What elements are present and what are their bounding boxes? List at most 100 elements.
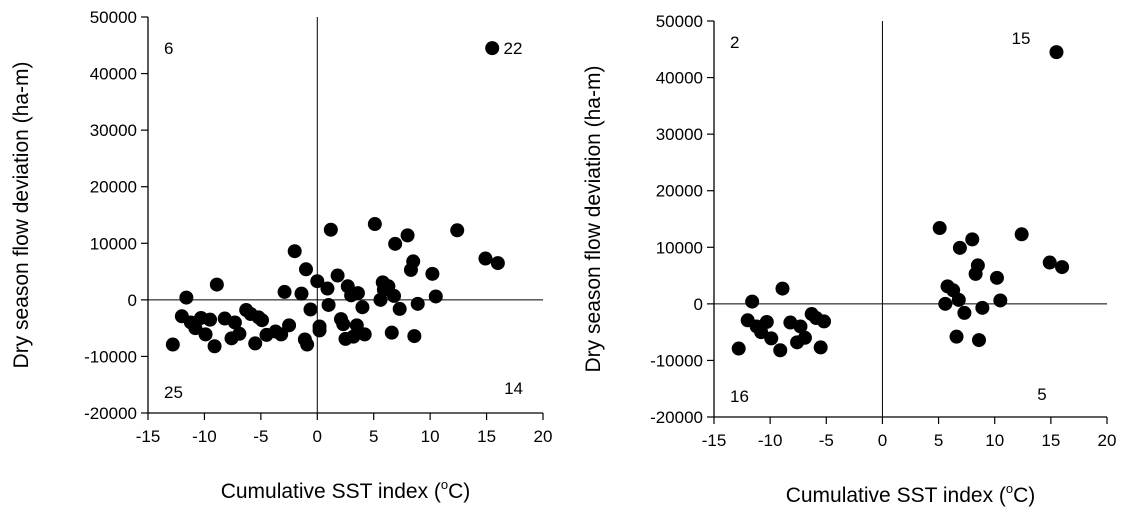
y-tick-label: 0 <box>694 295 703 314</box>
data-point <box>198 327 213 342</box>
x-tick-label: 0 <box>878 431 887 450</box>
data-point <box>970 258 985 273</box>
y-tick-label: 40000 <box>90 65 137 84</box>
data-point <box>209 277 224 292</box>
data-point <box>764 331 779 346</box>
x-axis-title-degree: o <box>441 477 448 492</box>
data-point <box>490 256 505 271</box>
data-point <box>797 330 812 345</box>
quadrant-label-bottom-right: 14 <box>504 379 523 398</box>
data-point <box>775 281 790 296</box>
quadrant-label-top-left: 6 <box>164 39 173 58</box>
data-point <box>952 240 967 255</box>
y-tick-label: 30000 <box>656 125 703 144</box>
data-point <box>406 254 421 269</box>
data-point <box>773 343 788 358</box>
x-axis-title-text: Cumulative SST index ( <box>786 484 1006 507</box>
x-axis-title: Cumulative SST index (oC) <box>221 477 471 503</box>
x-tick-label: 20 <box>534 427 553 446</box>
x-tick-label: -10 <box>758 431 783 450</box>
data-point <box>227 315 242 330</box>
x-axis-title-unit: C) <box>1013 484 1035 507</box>
data-point <box>813 340 828 355</box>
data-point <box>287 244 302 259</box>
x-tick-label: -5 <box>253 427 268 446</box>
x-tick-label: -5 <box>819 431 834 450</box>
y-axis-title: Dry season flow deviation (ha-m) <box>10 62 33 369</box>
data-point <box>793 319 808 334</box>
x-tick-label: -10 <box>192 427 217 446</box>
data-point <box>400 228 415 243</box>
data-point <box>299 262 313 277</box>
data-point <box>387 288 402 303</box>
y-tick-label: 10000 <box>90 234 137 253</box>
x-tick-label: 20 <box>1098 431 1117 450</box>
data-point <box>450 223 465 238</box>
x-tick-label: 5 <box>369 427 378 446</box>
data-point <box>294 286 309 301</box>
data-point <box>407 329 422 344</box>
y-tick-label: 50000 <box>656 12 703 31</box>
y-tick-label: -10000 <box>650 351 703 370</box>
data-point <box>248 336 263 351</box>
data-point <box>1055 260 1070 275</box>
data-point <box>321 297 336 312</box>
chart-panel-1: -15 -10 -5 0 5 10 15 20 -20000 -10000 0 10000 20000 3… <box>10 8 552 503</box>
x-tick-label: 15 <box>477 427 496 446</box>
data-point <box>350 286 365 301</box>
x-axis-title: Cumulative SST index (oC) <box>786 481 1036 507</box>
data-point <box>349 318 364 333</box>
data-point <box>993 293 1008 308</box>
data-point <box>320 281 335 296</box>
y-tick-label: 50000 <box>90 8 137 27</box>
data-point <box>312 323 327 338</box>
data-point <box>274 327 289 342</box>
data-point <box>392 301 407 316</box>
y-tick-label: 30000 <box>90 121 137 140</box>
quadrant-label-top-right: 22 <box>504 39 523 58</box>
data-point <box>965 232 980 247</box>
data-point <box>254 313 269 328</box>
data-point <box>179 290 194 305</box>
quadrant-label-bottom-left: 16 <box>730 387 749 406</box>
data-point <box>932 221 947 236</box>
data-point <box>957 305 972 320</box>
data-point <box>388 236 403 251</box>
data-point <box>300 337 315 352</box>
y-tick-label: -20000 <box>650 408 703 427</box>
data-point <box>425 266 440 281</box>
data-point <box>203 312 218 327</box>
data-point <box>310 274 325 289</box>
data-point <box>165 337 180 352</box>
data-point <box>330 268 345 283</box>
data-point <box>1049 45 1064 60</box>
y-tick-label: 20000 <box>90 178 137 197</box>
y-axis-title: Dry season flow deviation (ha-m) <box>582 66 605 373</box>
data-point <box>303 302 318 317</box>
x-axis-title-text: Cumulative SST index ( <box>221 480 441 503</box>
y-tick-label: 0 <box>128 291 137 310</box>
y-tick-label: -10000 <box>84 347 137 366</box>
data-point <box>754 325 769 340</box>
data-point <box>759 314 774 329</box>
quadrant-label-top-left: 2 <box>730 33 739 52</box>
data-point <box>232 326 247 341</box>
x-tick-label: -15 <box>702 431 727 450</box>
chart-panel-2: -15 -10 -5 0 5 10 15 20 -20000 -10000 0 10000 20000 3… <box>582 12 1116 507</box>
y-tick-label: 20000 <box>656 182 703 201</box>
data-point <box>951 292 966 307</box>
data-point <box>207 339 222 354</box>
x-tick-label: 10 <box>421 427 440 446</box>
data-point <box>188 321 203 336</box>
data-point <box>745 294 760 309</box>
data-point <box>731 341 746 356</box>
data-point <box>355 300 370 315</box>
x-tick-label: -15 <box>136 427 161 446</box>
quadrant-label-top-right: 15 <box>1012 29 1031 48</box>
x-tick-label: 0 <box>313 427 322 446</box>
data-point <box>384 325 399 340</box>
data-point <box>949 329 964 344</box>
data-point <box>323 222 338 237</box>
quadrant-label-bottom-right: 5 <box>1037 385 1046 404</box>
